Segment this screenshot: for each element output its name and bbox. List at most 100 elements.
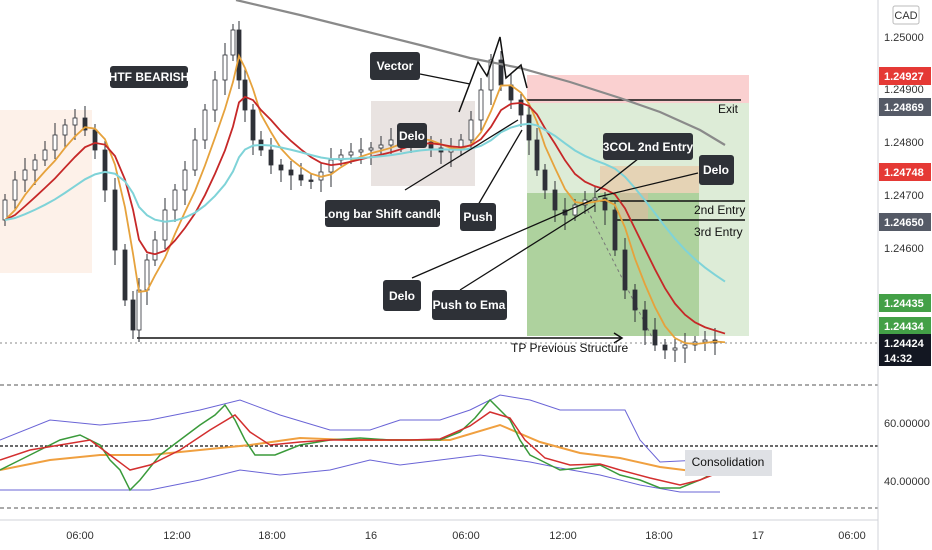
time-tick-label: 18:00 (645, 530, 673, 542)
osc-signal-line (0, 411, 721, 486)
candle-body (348, 151, 354, 156)
candle-body (428, 141, 434, 149)
osc-ticks: 60.00000 40.00000 (884, 418, 930, 488)
price-badge-label: 1.24424 (884, 338, 925, 350)
moving-averages (4, 0, 726, 345)
osc-slow-line (0, 423, 720, 473)
vector-pointer (419, 73, 471, 85)
price-badge (879, 294, 931, 312)
candle-body (230, 29, 236, 56)
price-ticks: 1.25000 1.24900 1.24800 1.24700 1.24600 (884, 32, 924, 255)
countdown-label: 14:32 (884, 353, 912, 365)
svg-text:Consolidation: Consolidation (692, 455, 765, 469)
candle-body (672, 347, 678, 351)
price-badge-label: 1.24650 (884, 217, 924, 229)
price-badge (879, 213, 931, 231)
candle-body (152, 239, 158, 261)
candle-body (2, 199, 8, 221)
consolidation-label: Consolidation (685, 450, 772, 476)
candle-body (358, 149, 364, 153)
candle-body (642, 309, 648, 331)
osc-band-lower (0, 454, 720, 493)
candle-body (572, 204, 578, 216)
candle-body (172, 189, 178, 211)
price-badges: 1.24927 1.24869 1.24748 1.24650 1.24435 1.244… (879, 67, 931, 366)
candle-body (368, 147, 374, 151)
tp-label: TP Previous Structure (511, 341, 628, 355)
candle-body (22, 169, 28, 181)
candle-body (622, 249, 628, 291)
candle-body (534, 139, 540, 171)
currency-label: CAD (894, 10, 917, 22)
candle-body (278, 164, 284, 171)
price-axis: CAD 1.250001.249001.248001.247001.24600 … (877, 0, 931, 550)
candle-body (92, 129, 98, 151)
price-tick-label: 1.24900 (884, 84, 924, 96)
candle-body (112, 189, 118, 251)
time-axis: 06:00 12:00 18:00 16 06:00 12:00 18:00 17 06:00 (0, 519, 878, 542)
svg-text:Push: Push (463, 210, 492, 224)
candle-body (632, 289, 638, 311)
candle-body (288, 169, 294, 176)
svg-text:HTF BEARISH: HTF BEARISH (109, 70, 190, 84)
stop-zone-2 (600, 166, 699, 193)
candle-body (682, 344, 688, 349)
candle-body (526, 114, 532, 141)
price-badge (879, 317, 931, 335)
delo-right-label: Delo (699, 155, 734, 185)
osc-fast-line (0, 398, 721, 492)
entry2-label: 2nd Entry (694, 203, 745, 217)
candle-body (32, 159, 38, 171)
candle-body (488, 59, 494, 91)
svg-text:Long bar Shift candle: Long bar Shift candle (321, 207, 444, 221)
candle-body (702, 339, 708, 343)
osc-tick-label: 40.00000 (884, 476, 930, 488)
price-badge (879, 334, 931, 352)
candle-body (144, 259, 150, 291)
price-badge (879, 67, 931, 85)
candle-body (308, 179, 314, 182)
entry3-label: 3rd Entry (694, 225, 743, 239)
candle-body (72, 117, 78, 126)
candle-body (518, 99, 524, 116)
price-tick-label: 1.24700 (884, 190, 924, 202)
candle-body (250, 109, 256, 141)
candle-body (468, 119, 474, 141)
time-tick-label: 16 (365, 530, 377, 542)
osc-tick-label: 60.00000 (884, 418, 930, 430)
htf-label: HTF BEARISH (109, 66, 190, 88)
oscillator (0, 394, 721, 493)
svg-text:Delo: Delo (389, 289, 415, 303)
delo-bottom-label: Delo (383, 280, 421, 311)
push-label: Push (460, 203, 496, 231)
price-badge (879, 98, 931, 116)
candle-body (136, 289, 142, 331)
candle-body (82, 117, 88, 131)
price-tick-label: 1.25000 (884, 32, 924, 44)
candle-body (652, 329, 658, 346)
long-bar-label: Long bar Shift candle (321, 200, 444, 227)
svg-text:Vector: Vector (377, 59, 414, 73)
candle-body (478, 89, 484, 121)
osc-band-upper (0, 394, 721, 463)
countdown-badge (879, 350, 931, 366)
candle-body (202, 109, 208, 141)
price-badge (879, 163, 931, 181)
moving-average-line (4, 95, 726, 335)
svg-text:Delo: Delo (399, 129, 425, 143)
vector-zigzag (458, 36, 528, 113)
moving-average-line (4, 122, 726, 283)
candle-body (298, 174, 304, 181)
svg-text:Push to Ema: Push to Ema (433, 298, 506, 312)
time-tick-label: 06:00 (838, 530, 866, 542)
price-badge-label: 1.24927 (884, 71, 924, 83)
candle-body (62, 124, 68, 136)
callout-lines (404, 119, 699, 291)
candle-body (222, 54, 228, 81)
time-tick-label: 17 (752, 530, 764, 542)
level-lines (0, 99, 878, 344)
push-to-ema-label: Push to Ema (432, 290, 507, 320)
candle-body (542, 169, 548, 191)
candle-body (662, 344, 668, 351)
price-badge-label: 1.24435 (884, 298, 924, 310)
